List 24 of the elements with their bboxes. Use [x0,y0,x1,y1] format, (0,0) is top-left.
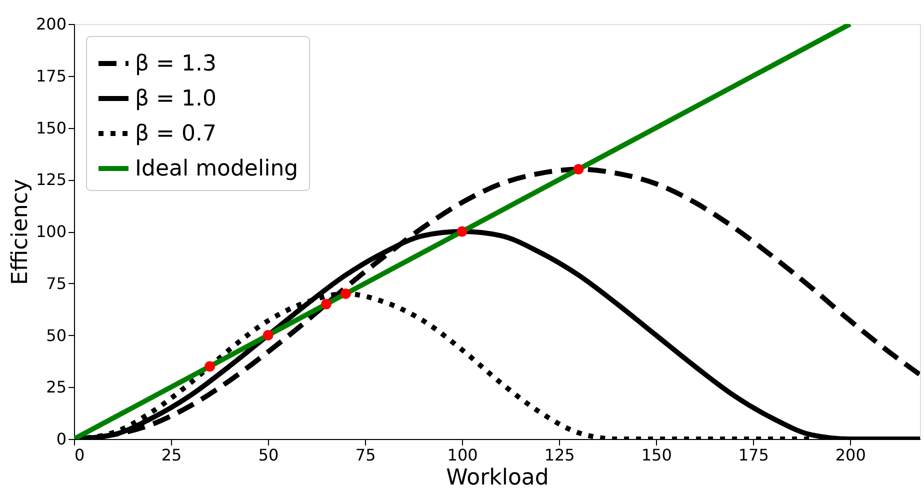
x-tick-label: 150 [641,446,672,464]
x-tick-label: 175 [738,446,769,464]
x-tick-label: 200 [835,446,866,464]
x-tick-label: 0 [74,446,85,464]
x-tick-label: 125 [544,446,575,464]
y-tick-label: 125 [36,170,66,190]
legend-label: Ideal modeling [135,156,298,182]
y-tick-label: 75 [46,274,66,293]
x-tick-label: 25 [161,446,182,464]
x-axis-title: Workload [446,466,549,490]
y-axis-title: Efficiency [8,179,33,285]
y-tick-label: 150 [36,118,66,138]
y-tick-label: 0 [56,430,66,448]
legend-label: β = 1.3 [135,52,216,76]
x-tick-label: 75 [355,446,376,464]
x-tick-label: 100 [447,446,478,464]
y-tick-label: 100 [36,222,66,241]
y-tick-label: 25 [46,378,66,397]
y-tick-label: 200 [36,14,66,34]
y-tick-label: 175 [36,66,66,86]
y-tick-label: 50 [46,326,66,345]
x-tick-label: 50 [258,446,279,464]
legend-label: β = 0.7 [135,122,216,146]
legend-label: β = 1.0 [135,86,216,112]
